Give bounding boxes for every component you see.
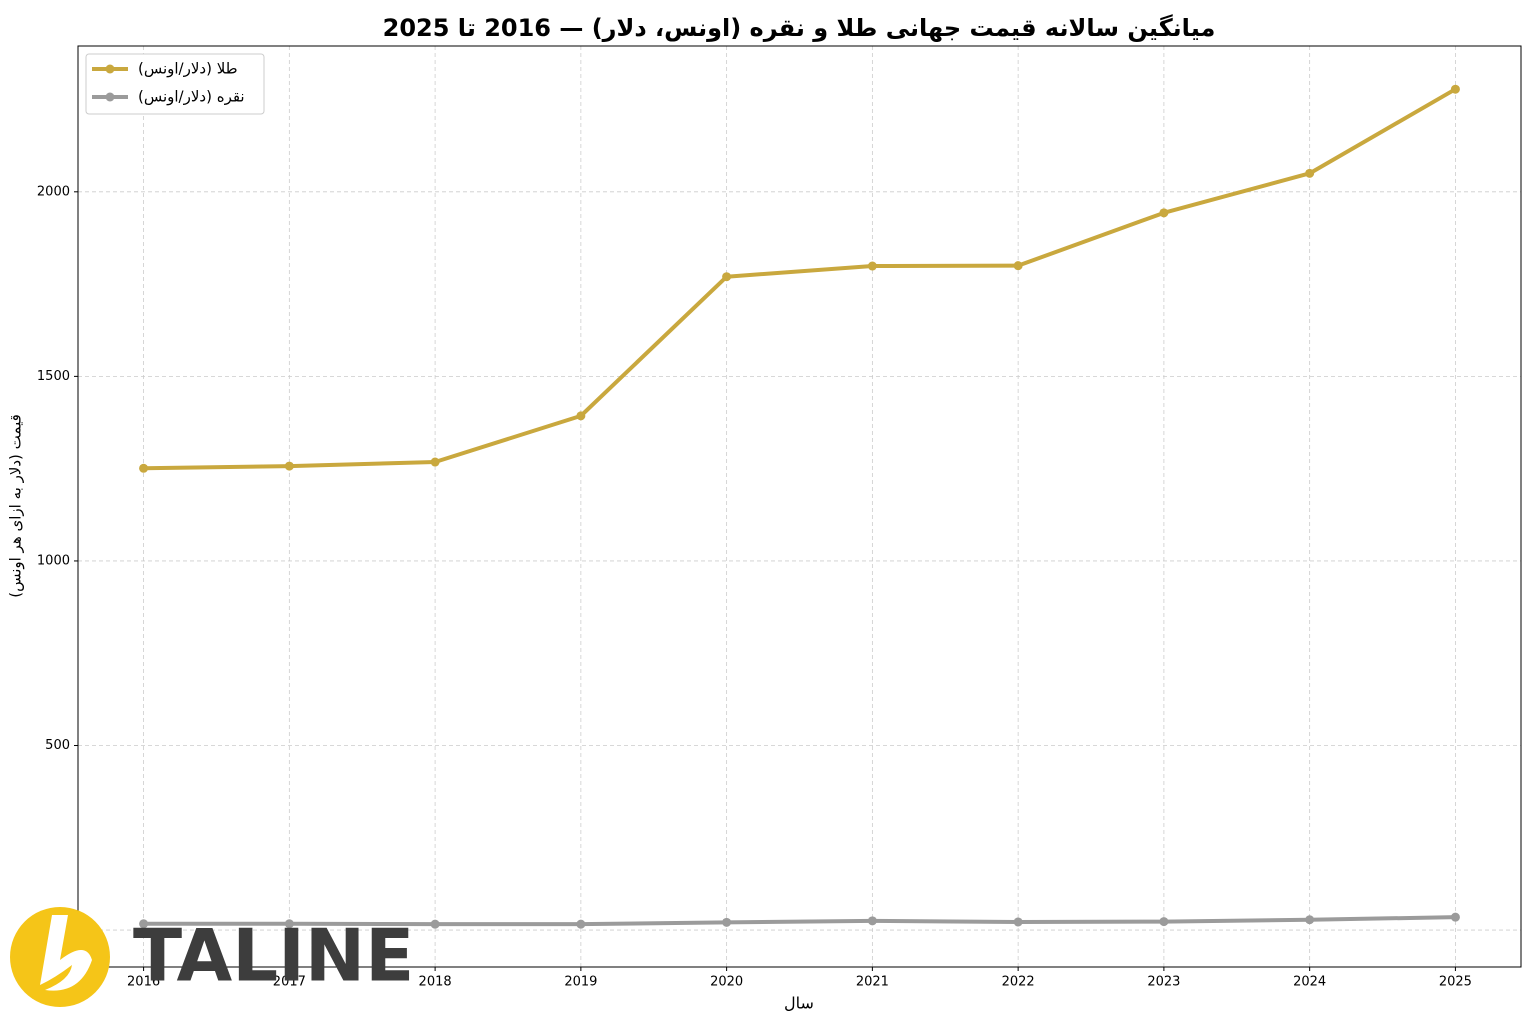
data-point [1013,261,1023,271]
data-point [284,461,294,471]
data-point [722,917,732,927]
plot-frame [77,45,1522,968]
data-point [430,919,440,929]
x-tick-label: 2020 [710,975,743,990]
data-point [1159,917,1169,927]
data-point [576,411,586,421]
data-point [284,919,294,929]
watermark: TALINE [10,907,414,1007]
series-line [143,87,1457,471]
y-tick-label: 1500 [37,369,70,384]
data-point [139,919,149,929]
data-point [1305,168,1315,178]
y-axis-label: قیمت (دلار به ازای هر اونس) [7,414,25,598]
data-point [722,272,732,282]
y-tick-label: 1000 [37,553,70,568]
data-point [867,261,877,271]
logo-text: TALINE [133,914,414,998]
data-point [1013,917,1023,927]
x-tick-label: 2023 [1147,975,1180,990]
data-point [430,457,440,467]
legend-box [85,53,265,115]
legend-marker [105,92,115,102]
data-point [867,916,877,926]
legend: طلا (دلار/اونس) نقره (دلار/اونس) [85,53,265,115]
data-point [576,919,586,929]
data-point [139,463,149,473]
x-tick-label: 2019 [564,975,597,990]
x-tick-label: 2021 [856,975,889,990]
legend-marker [105,64,115,74]
x-axis-label: سال [784,994,814,1013]
x-tick-label: 2018 [419,975,452,990]
x-tick-label: 2024 [1293,975,1326,990]
x-tick-label: 2016 [127,975,160,990]
x-tick-label: 2022 [1002,975,1035,990]
data-point [1305,915,1315,925]
legend-label: طلا (دلار/اونس) [138,60,238,78]
y-tick-label: 500 [45,738,70,753]
x-tick-label: 2025 [1439,975,1472,990]
y-tick-label: 2000 [37,184,70,199]
data-point [1450,84,1460,94]
x-tick-label: 2017 [273,975,306,990]
series-line [143,915,1456,927]
logo-glyph [40,915,92,991]
chart-title: میانگین سالانه قیمت جهانی طلا و نقره (او… [383,14,1216,42]
data-point [1450,912,1460,922]
legend-label: نقره (دلار/اونس) [138,88,245,106]
data-point [1159,208,1169,218]
